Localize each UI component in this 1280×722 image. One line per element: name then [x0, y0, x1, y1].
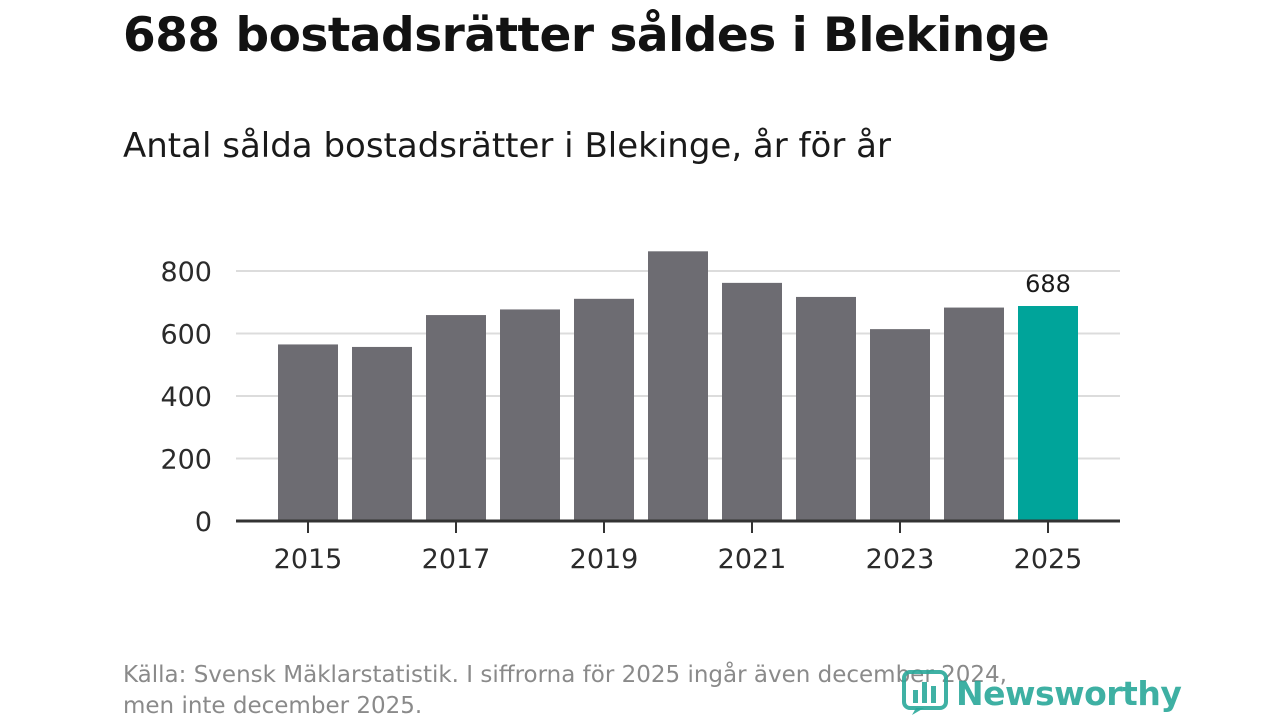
newsworthy-logo[interactable]: Newsworthy: [902, 670, 1182, 716]
source-note: Källa: Svensk Mäklarstatistik. I siffror…: [123, 660, 1133, 722]
y-tick-label-400: 400: [160, 382, 212, 413]
bar-2022: [796, 296, 856, 521]
x-tick-label-2025: 2025: [1014, 544, 1083, 575]
bar-2025: [1018, 306, 1078, 521]
bar-2021: [722, 282, 782, 521]
chart-subtitle: Antal sålda bostadsrätter i Blekinge, år…: [123, 126, 891, 166]
x-tick-label-2019: 2019: [570, 544, 639, 575]
data-labels: 688: [1025, 270, 1071, 298]
source-line-2: men inte december 2025.: [123, 693, 423, 719]
bar-chart-logo-icon: [902, 670, 948, 715]
x-axis: 2015 2017 2019 2021 2023 2025: [236, 519, 1120, 575]
bar-2016: [352, 346, 412, 521]
bar-2023: [870, 329, 930, 521]
data-label-2025: 688: [1025, 270, 1071, 298]
bar-2018: [500, 309, 560, 521]
y-tick-label-200: 200: [160, 445, 212, 476]
x-tick-label-2017: 2017: [422, 544, 491, 575]
bar-2020: [648, 251, 708, 521]
chart-title: 688 bostadsrätter såldes i Blekinge: [123, 8, 1050, 63]
bar-2017: [426, 315, 486, 521]
x-tick-label-2023: 2023: [866, 544, 935, 575]
y-tick-label-800: 800: [160, 257, 212, 288]
y-tick-label-600: 600: [160, 320, 212, 351]
x-tick-label-2021: 2021: [718, 544, 787, 575]
y-axis-ticks: 0 200 400 600 800: [160, 257, 212, 538]
bar-2015: [278, 344, 338, 521]
bar-chart: 0 200 400 600 800 2015 2017 2019 2021 2023 2025 6…: [160, 251, 1120, 575]
bar-2024: [944, 307, 1004, 521]
brand-name: Newsworthy: [956, 673, 1182, 713]
bar-2019: [574, 298, 634, 521]
x-tick-label-2015: 2015: [274, 544, 343, 575]
bars: [278, 251, 1078, 521]
source-line-1: Källa: Svensk Mäklarstatistik. I siffror…: [123, 662, 1007, 688]
y-tick-label-0: 0: [195, 507, 212, 538]
